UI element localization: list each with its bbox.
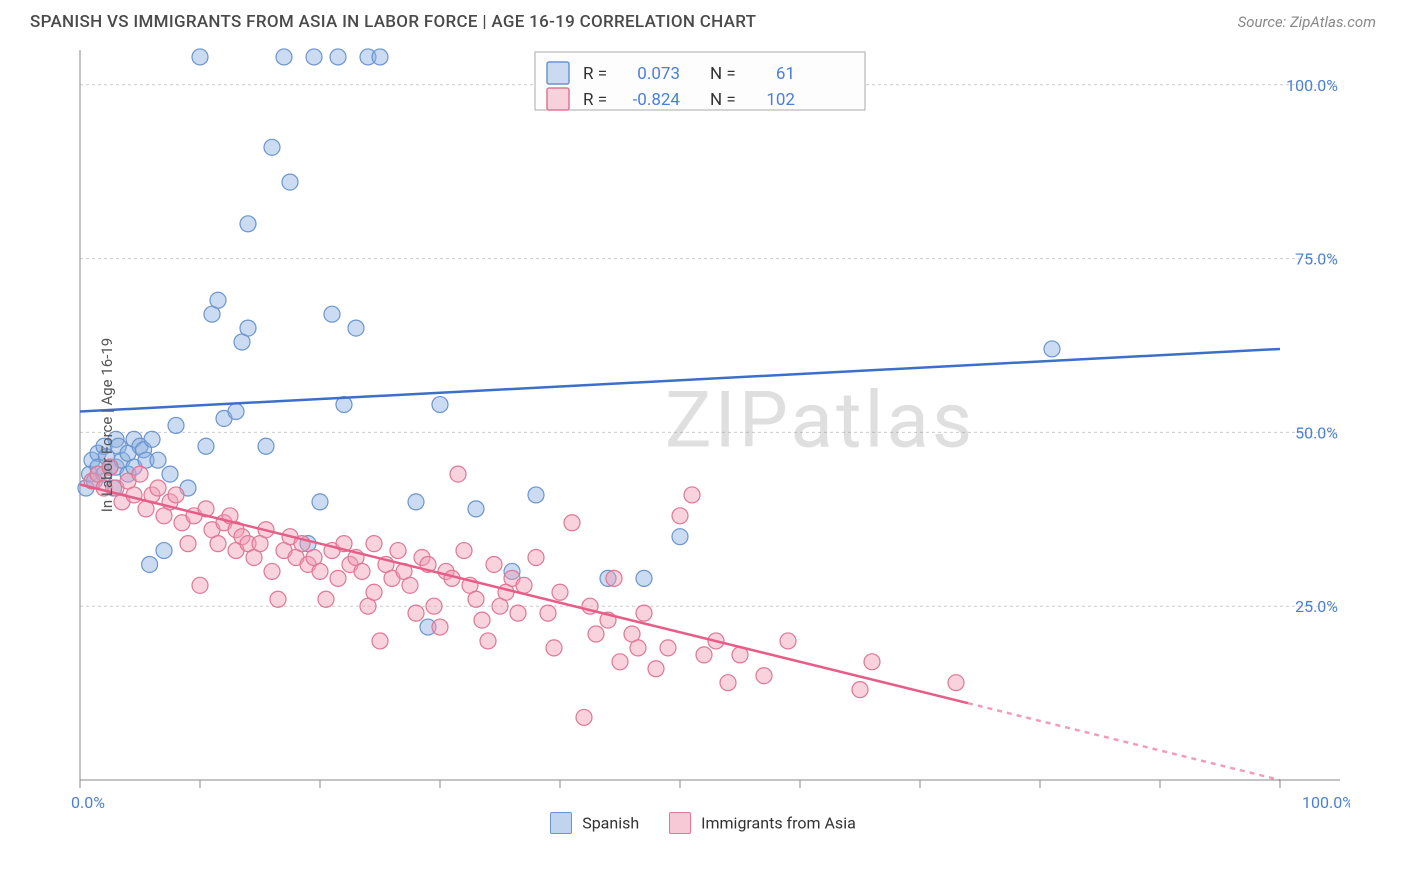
svg-text:R =: R =	[583, 64, 607, 84]
legend-item-asia: Immigrants from Asia	[669, 812, 856, 834]
legend-item-spanish: Spanish	[550, 812, 639, 834]
legend-swatch-asia	[669, 812, 691, 834]
legend-label-asia: Immigrants from Asia	[701, 814, 856, 833]
svg-text:ZIPatlas: ZIPatlas	[665, 375, 975, 466]
svg-text:0.0%: 0.0%	[71, 793, 105, 810]
svg-text:75.0%: 75.0%	[1295, 250, 1338, 269]
svg-text:N =: N =	[710, 64, 736, 84]
svg-text:-0.824: -0.824	[633, 90, 681, 110]
svg-text:R =: R =	[583, 90, 607, 110]
y-axis-label: In Labor Force | Age 16-19	[98, 338, 116, 512]
svg-text:N =: N =	[710, 90, 736, 110]
scatter-chart: 25.0% 50.0% 75.0% 100.0% ZIPatlas 0.0% 100.0% R…	[30, 40, 1350, 810]
svg-text:0.073: 0.073	[637, 64, 680, 84]
chart-header: SPANISH VS IMMIGRANTS FROM ASIA IN LABOR…	[0, 0, 1406, 40]
svg-text:102: 102	[766, 90, 795, 110]
svg-text:100.0%: 100.0%	[1286, 76, 1338, 95]
source-attribution: Source: ZipAtlas.com	[1238, 13, 1376, 31]
svg-text:25.0%: 25.0%	[1295, 597, 1338, 616]
svg-text:100.0%: 100.0%	[1302, 793, 1350, 810]
chart-area: In Labor Force | Age 16-19 25.0% 50.0% 75.…	[30, 40, 1376, 810]
svg-text:61: 61	[776, 64, 795, 84]
legend-swatch-spanish	[550, 812, 572, 834]
chart-title: SPANISH VS IMMIGRANTS FROM ASIA IN LABOR…	[30, 12, 756, 32]
svg-text:50.0%: 50.0%	[1295, 423, 1338, 442]
legend-label-spanish: Spanish	[582, 814, 639, 833]
bottom-legend: Spanish Immigrants from Asia	[0, 812, 1406, 834]
